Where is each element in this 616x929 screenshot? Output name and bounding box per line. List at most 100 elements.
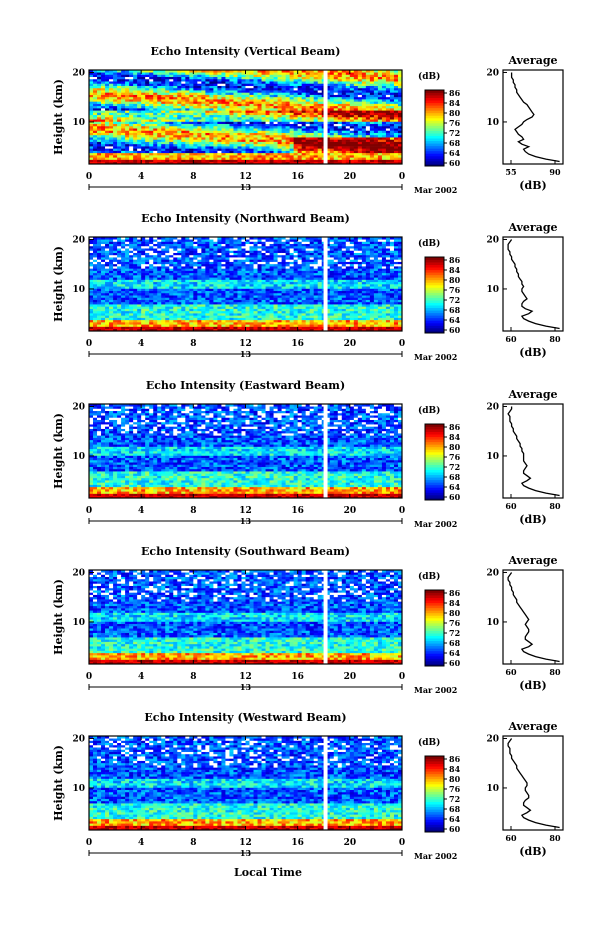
heatmap-cell <box>265 130 270 133</box>
heatmap-cell <box>313 143 319 147</box>
heatmap-cell <box>353 96 359 100</box>
heatmap-cell <box>289 90 294 93</box>
heatmap-cell <box>121 101 126 104</box>
heatmap-cell <box>141 306 146 309</box>
heatmap-cell <box>357 143 363 147</box>
heatmap-cell <box>245 128 250 131</box>
heatmap-cell <box>325 119 331 122</box>
heatmap-cell <box>141 308 146 312</box>
heatmap-cell <box>89 78 94 82</box>
heatmap-cell <box>385 94 391 98</box>
heatmap-cell <box>101 157 106 160</box>
heatmap-cell <box>309 70 315 73</box>
heatmap-cell <box>209 308 214 312</box>
heatmap-cell <box>261 139 266 142</box>
heatmap-cell <box>333 146 339 149</box>
heatmap-cell <box>181 301 186 305</box>
heatmap-cell <box>341 123 347 127</box>
heatmap-cell <box>177 139 182 142</box>
heatmap-cell <box>105 148 110 151</box>
heatmap-cell <box>317 161 323 165</box>
heatmap-cell <box>361 108 367 111</box>
heatmap-cell <box>389 128 395 131</box>
heatmap-cell <box>101 110 106 113</box>
heatmap-cell <box>125 243 130 247</box>
heatmap-cell <box>157 103 162 107</box>
heatmap-cell <box>201 90 206 93</box>
heatmap-cell <box>257 125 262 129</box>
heatmap-cell <box>133 132 138 136</box>
heatmap-cell <box>197 319 202 323</box>
heatmap-cell <box>109 259 114 262</box>
heatmap-cell <box>333 99 339 102</box>
heatmap-cell <box>273 130 278 133</box>
colorbar-tick-label: 76 <box>449 118 461 128</box>
heatmap-cell <box>181 319 186 323</box>
heatmap-cell <box>253 132 258 136</box>
heatmap-cell <box>273 110 278 113</box>
heatmap-cell <box>201 137 206 140</box>
heatmap-cell <box>117 284 122 287</box>
heatmap-cell <box>129 110 134 113</box>
heatmap-cell <box>173 121 178 125</box>
heatmap-cell <box>393 87 399 91</box>
heatmap-cell <box>377 78 383 82</box>
heatmap-cell <box>225 70 230 73</box>
heatmap-cell <box>293 78 298 82</box>
heatmap-cell <box>249 78 254 82</box>
heatmap-cell <box>101 248 106 251</box>
heatmap-cell <box>165 286 170 289</box>
heatmap-cell <box>249 117 254 120</box>
heatmap-cell <box>93 99 98 102</box>
heatmap-cell <box>229 288 234 292</box>
heatmap-cell <box>297 141 302 145</box>
heatmap-cell <box>109 268 114 271</box>
heatmap-cell <box>349 74 355 78</box>
heatmap-cell <box>257 152 262 156</box>
heatmap-cell <box>281 148 286 151</box>
heatmap-cell <box>153 78 158 82</box>
heatmap-cell <box>177 239 182 242</box>
heatmap-cell <box>385 81 391 84</box>
heatmap-cell <box>397 125 403 129</box>
heatmap-cell <box>117 292 122 296</box>
heatmap-cell <box>389 81 395 84</box>
heatmap-cell <box>177 250 182 253</box>
heatmap-cell <box>181 322 186 325</box>
heatmap-cell <box>377 105 383 109</box>
heatmap-cell <box>101 270 106 274</box>
heatmap-cell <box>105 319 110 323</box>
heatmap-cell <box>389 117 395 120</box>
heatmap-cell <box>109 150 114 154</box>
heatmap-cell <box>197 263 202 267</box>
heatmap-cell <box>381 159 387 163</box>
heatmap-cell <box>245 137 250 140</box>
heatmap-cell <box>117 324 122 327</box>
heatmap-cell <box>389 112 395 116</box>
heatmap-cell <box>133 81 138 84</box>
heatmap-cell <box>113 324 118 327</box>
heatmap-cell <box>393 112 399 116</box>
heatmap-cell <box>97 288 102 292</box>
heatmap-cell <box>277 90 282 93</box>
colorbar-band <box>425 153 444 157</box>
heatmap-cell <box>161 121 166 125</box>
heatmap-cell <box>173 94 178 98</box>
heatmap-cell <box>241 328 246 332</box>
heatmap-cell <box>89 281 94 285</box>
heatmap-cell <box>121 134 126 138</box>
heatmap-cell <box>105 94 110 98</box>
heatmap-cell <box>185 319 190 323</box>
heatmap-cell <box>157 319 162 323</box>
heatmap-cell <box>213 103 218 107</box>
heatmap-cell <box>181 108 186 111</box>
heatmap-cell <box>185 157 190 160</box>
heatmap-cell <box>381 90 387 93</box>
heatmap-cell <box>161 266 166 269</box>
heatmap-cell <box>169 306 174 309</box>
heatmap-cell <box>289 87 294 91</box>
heatmap-cell <box>185 286 190 289</box>
heatmap-cell <box>265 78 270 82</box>
heatmap-cell <box>269 128 274 131</box>
heatmap-cell <box>381 76 387 80</box>
